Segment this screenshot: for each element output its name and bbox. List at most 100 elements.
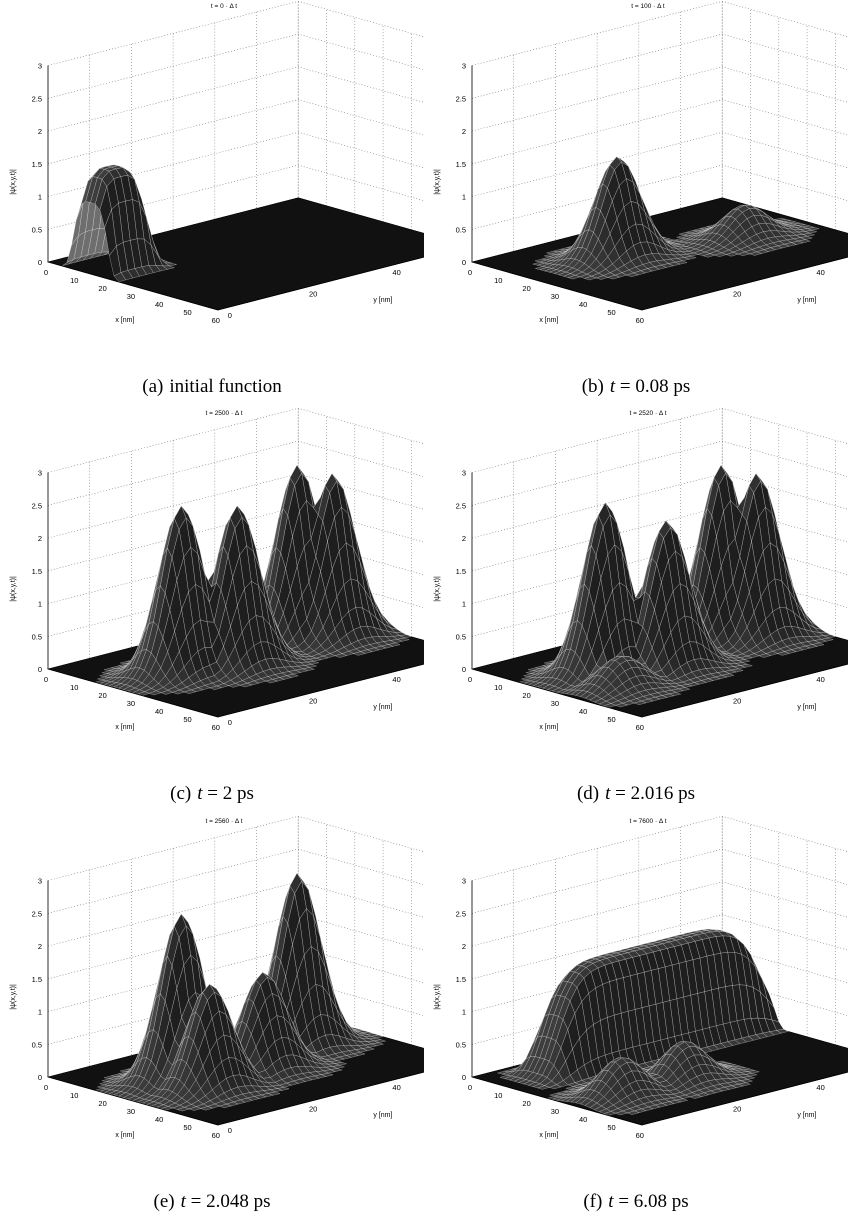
z-tick-label: 1: [38, 1008, 42, 1017]
x-tick-label: 20: [98, 284, 106, 293]
x-tick-label: 50: [607, 1123, 615, 1132]
x-tick-label: 20: [522, 284, 530, 293]
grid-line: [471, 473, 848, 539]
grid-line: [47, 99, 424, 165]
chart-panel: 010203040506020406000.511.522.53x [nm]y …: [424, 815, 848, 1222]
y-axis: [217, 663, 424, 718]
y-axis: [641, 1071, 848, 1126]
grid-line: [471, 66, 848, 132]
surface-cell: [567, 275, 581, 280]
z-tick-label: 0: [462, 258, 466, 267]
x-axis: [471, 261, 642, 311]
grid-line: [47, 440, 424, 506]
surface-cell: [737, 251, 751, 256]
surface-cell: [749, 251, 762, 256]
x-axis-label: x [nm]: [539, 1132, 558, 1139]
x-axis-label: x [nm]: [115, 724, 134, 731]
surface-plot: 0102030405060020406000.511.522.53x [nm]y…: [10, 0, 424, 325]
plot-title: t = 100 · Δ t: [631, 3, 665, 10]
surface-cell: [160, 690, 173, 695]
x-tick-label: 60: [212, 723, 220, 732]
grid-line: [471, 99, 848, 165]
z-tick-label: 2: [462, 942, 466, 951]
x-tick-label: 50: [607, 715, 615, 724]
x-tick-label: 60: [636, 316, 644, 325]
z-tick-label: 1.5: [456, 975, 466, 984]
grid-line: [47, 33, 424, 99]
x-tick-label: 50: [183, 1123, 191, 1132]
z-tick-label: 1.5: [32, 160, 42, 169]
grid-line: [47, 0, 424, 66]
surface-cell: [702, 253, 716, 258]
caption-tag: (c): [170, 783, 192, 804]
z-tick-label: 2: [38, 127, 42, 136]
caption-math: t = 2.048 ps: [180, 1191, 271, 1212]
z-tick-label: 2.5: [456, 909, 466, 918]
surface-mesh: [518, 464, 836, 708]
x-tick-label: 60: [636, 1131, 644, 1140]
y-tick-label: 40: [392, 675, 400, 684]
x-tick-label: 0: [44, 675, 48, 684]
x-tick-label: 0: [468, 1083, 472, 1092]
surface-cell: [714, 252, 727, 257]
y-tick-label: 40: [816, 1083, 824, 1092]
z-tick-label: 2: [462, 534, 466, 543]
x-tick-label: 20: [522, 691, 530, 700]
caption-tag: (d): [576, 783, 600, 804]
grid-line: [471, 914, 848, 980]
y-tick-label: 0: [228, 718, 232, 727]
grid-line: [471, 131, 848, 197]
caption-tag: (b): [581, 376, 604, 397]
y-axis-label: y [nm]: [373, 297, 392, 304]
y-tick-label: 20: [733, 1105, 741, 1114]
surface-plot: 010203040506020406000.511.522.53x [nm]y …: [434, 407, 848, 732]
z-tick-label: 2.5: [32, 909, 42, 918]
plot-title: t = 2560 · Δ t: [205, 818, 242, 825]
grid-line: [471, 33, 848, 99]
grid-line: [471, 407, 848, 473]
y-tick-label: 20: [733, 697, 741, 706]
z-tick-label: 2.5: [456, 501, 466, 510]
z-tick-label: 0.5: [456, 1040, 466, 1049]
surface-mesh: [62, 164, 177, 282]
x-tick-label: 20: [98, 691, 106, 700]
y-axis: [217, 1071, 424, 1126]
z-tick-label: 3: [38, 877, 42, 886]
x-tick-label: 40: [155, 1115, 163, 1124]
x-tick-label: 40: [155, 300, 163, 309]
z-tick-label: 1.5: [456, 160, 466, 169]
surface-cell: [209, 685, 222, 690]
surface-plot: 0102030405060020406000.511.522.53x [nm]y…: [10, 407, 424, 732]
x-tick-label: 30: [551, 699, 559, 708]
x-tick-label: 0: [44, 1083, 48, 1092]
caption-math: t = 6.08 ps: [608, 1191, 689, 1212]
surface-cell: [615, 1110, 628, 1116]
z-tick-label: 2.5: [456, 94, 466, 103]
surface-cell: [584, 276, 597, 281]
figure-caption: (c) t = 2 ps: [0, 783, 424, 805]
caption-math: t = 2.016 ps: [605, 783, 696, 804]
z-tick-label: 3: [38, 469, 42, 478]
surface-cell: [726, 252, 739, 257]
y-tick-label: 40: [816, 675, 824, 684]
z-tick-label: 1.5: [456, 567, 466, 576]
x-tick-label: 30: [127, 292, 135, 301]
z-tick-label: 1: [38, 193, 42, 202]
caption-math: t = 2 ps: [197, 783, 254, 804]
x-tick-label: 40: [579, 1115, 587, 1124]
plot-title: t = 0 · Δ t: [211, 3, 237, 10]
z-axis-label: |ψ(x,y,t)|: [434, 169, 441, 195]
grid-line: [471, 440, 848, 506]
x-tick-label: 10: [70, 683, 78, 692]
x-axis-label: x [nm]: [115, 317, 134, 324]
x-axis-label: x [nm]: [539, 724, 558, 731]
surface-cell: [549, 1084, 562, 1090]
z-tick-label: 0.5: [456, 225, 466, 234]
caption-tag: (f): [583, 1191, 603, 1212]
y-axis: [641, 663, 848, 718]
figure-caption: (f) t = 6.08 ps: [424, 1191, 848, 1213]
surface-cell: [334, 653, 347, 658]
y-tick-label: 40: [392, 1083, 400, 1092]
z-axis-label: |ψ(x,y,t)|: [434, 984, 441, 1010]
surface-plot: 010203040506020406000.511.522.53x [nm]y …: [434, 0, 848, 325]
